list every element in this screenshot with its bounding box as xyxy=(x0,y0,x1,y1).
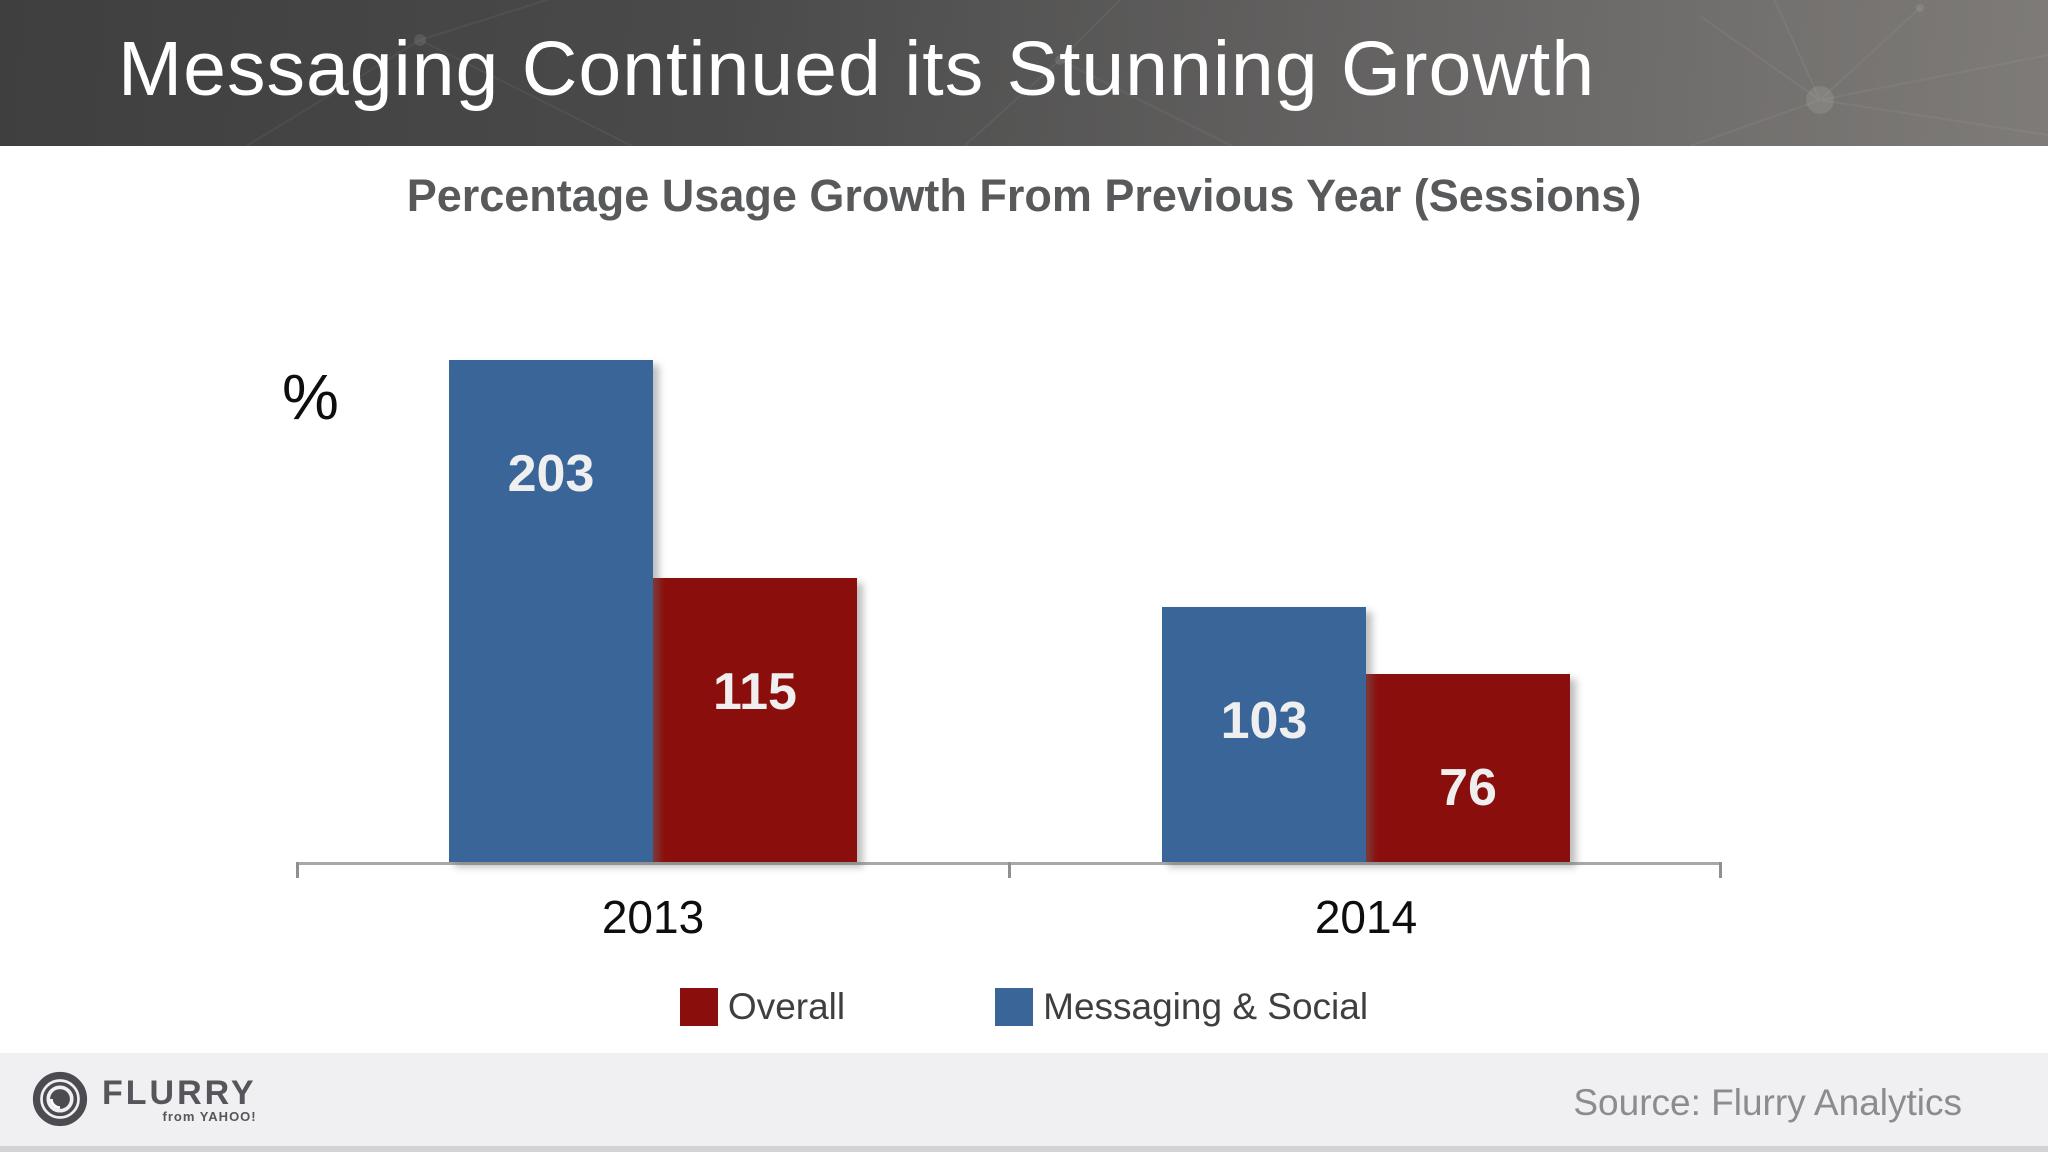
legend-swatch-overall xyxy=(679,988,718,1026)
legend-item-overall: Overall xyxy=(679,986,846,1028)
axis-tick-left xyxy=(296,862,299,878)
legend-label: Overall xyxy=(727,986,846,1027)
bar-2013-messaging-social: 203 xyxy=(449,360,653,862)
plot-area: 203 115 2013 103 76 2014 xyxy=(296,350,1722,943)
flurry-logo: FLURRY from YAHOO! xyxy=(32,1071,257,1127)
slide-title: Messaging Continued its Stunning Growth xyxy=(118,25,1596,112)
bar-2013-overall: 115 xyxy=(653,578,857,862)
x-axis-label-2014: 2014 xyxy=(1314,891,1418,943)
chart-title: Percentage Usage Growth From Previous Ye… xyxy=(406,170,1642,221)
axis-tick-middle xyxy=(1008,862,1011,878)
bar-value-label: 115 xyxy=(713,663,797,721)
network-pattern-decoration xyxy=(244,0,2048,146)
bar-2014-overall: 76 xyxy=(1366,674,1570,862)
axis-tick-right xyxy=(1719,862,1722,878)
flurry-logo-subtext: from YAHOO! xyxy=(162,1108,257,1124)
source-attribution: Source: Flurry Analytics xyxy=(1573,1081,1962,1123)
slide-header: Messaging Continued its Stunning Growth xyxy=(0,0,2048,146)
slide-footer: FLURRY from YAHOO! Source: Flurry Analyt… xyxy=(0,1053,2048,1152)
flurry-logo-text: FLURRY xyxy=(102,1073,257,1112)
flurry-logo-text-wrap: FLURRY from YAHOO! xyxy=(102,1075,257,1124)
bar-2014-messaging-social: 103 xyxy=(1162,607,1366,862)
y-axis-label: % xyxy=(282,361,339,433)
x-axis-label-2013: 2013 xyxy=(601,891,705,943)
chart-legend: Overall Messaging & Social xyxy=(0,986,2048,1028)
bar-value-label: 76 xyxy=(1439,759,1497,817)
bar-value-label: 103 xyxy=(1220,692,1308,750)
legend-item-messaging-social: Messaging & Social xyxy=(995,986,1368,1028)
flurry-logo-icon xyxy=(32,1071,88,1127)
legend-label: Messaging & Social xyxy=(1043,986,1369,1027)
bar-value-label: 203 xyxy=(507,445,595,503)
legend-swatch-messaging-social xyxy=(995,988,1034,1026)
